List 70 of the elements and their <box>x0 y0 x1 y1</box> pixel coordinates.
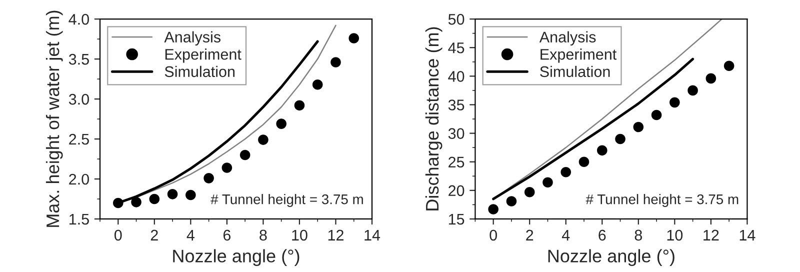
y-tick-label: 4.0 <box>68 14 89 25</box>
x-tick-label: 8 <box>260 230 267 241</box>
y-tick-label: 50 <box>448 14 464 25</box>
point <box>240 150 250 160</box>
x-tick-label: 2 <box>150 230 158 240</box>
y-tick-label: 25 <box>448 156 464 168</box>
y-tick-label: 45 <box>448 42 464 54</box>
x-axis-title: Nozzle angle (°) <box>173 249 300 266</box>
point <box>651 110 662 120</box>
x-tick-label: 14 <box>740 230 756 240</box>
y-tick-label: 2.0 <box>69 174 89 185</box>
y-tick-label: 2.5 <box>69 134 89 145</box>
y-tick-label: 15 <box>448 214 464 225</box>
y-axis-title: Max. height of water jet (m) <box>46 10 63 227</box>
point <box>670 97 680 108</box>
x-tick-label: 10 <box>292 230 308 241</box>
point <box>330 57 341 68</box>
annotation: # Tunnel height = 3.75 m <box>586 194 738 207</box>
legend-label: Analysis <box>539 31 596 46</box>
x-axis-title: Nozzle angle (°) <box>548 249 674 266</box>
x-tick-label: 0 <box>490 230 497 241</box>
point <box>488 204 498 214</box>
x-tick-label: 12 <box>328 230 344 240</box>
annotation: # Tunnel height = 3.75 m <box>210 194 363 207</box>
point <box>596 145 608 156</box>
point <box>688 85 698 96</box>
point <box>222 162 232 173</box>
y-tick-label: 20 <box>448 185 464 196</box>
point <box>112 198 124 208</box>
y-tick-label: 35 <box>448 100 464 110</box>
point <box>578 156 590 167</box>
point <box>560 166 572 178</box>
y-tick-label: 40 <box>448 71 464 82</box>
y-axis-title: Discharge distance (m) <box>425 27 442 210</box>
x-tick-label: 6 <box>598 230 606 241</box>
y-tick-label: 3.5 <box>68 54 89 65</box>
legend-label: Experiment <box>165 48 242 63</box>
legend-label: Experiment <box>540 48 617 63</box>
point <box>312 79 323 90</box>
y-tick-label: 3.0 <box>68 94 89 105</box>
point <box>348 33 360 44</box>
point <box>524 186 535 198</box>
point <box>724 60 734 72</box>
point <box>204 173 214 184</box>
y-tick-label: 30 <box>448 128 464 139</box>
x-tick-label: 2 <box>526 230 534 240</box>
x-tick-label: 6 <box>223 230 231 241</box>
x-tick-label: 0 <box>114 230 122 241</box>
point <box>131 197 142 208</box>
x-tick-label: 4 <box>562 230 570 240</box>
point <box>706 73 716 84</box>
legend-label: Analysis <box>164 31 221 46</box>
point <box>633 122 644 132</box>
point <box>149 194 160 204</box>
x-tick-label: 4 <box>186 230 194 240</box>
point <box>167 189 178 200</box>
legend-label: Simulation <box>164 66 235 78</box>
point <box>276 118 286 129</box>
legend-label: Simulation <box>540 66 610 78</box>
point <box>186 190 196 200</box>
x-tick-label: 8 <box>634 230 642 241</box>
point <box>294 100 305 111</box>
x-tick-label: 14 <box>364 230 380 240</box>
point <box>506 196 517 206</box>
y-tick-label: 1.5 <box>70 214 89 225</box>
point <box>258 134 268 145</box>
point <box>542 177 553 188</box>
x-tick-label: 12 <box>704 230 719 240</box>
x-tick-label: 10 <box>667 230 683 241</box>
point <box>615 134 626 144</box>
